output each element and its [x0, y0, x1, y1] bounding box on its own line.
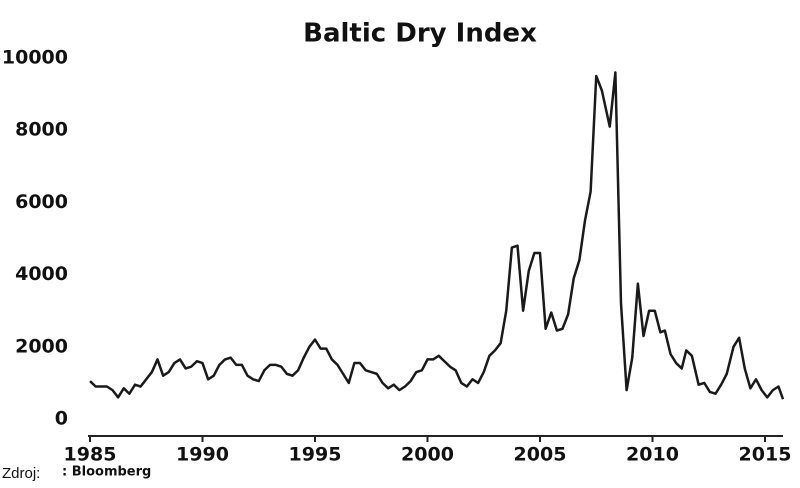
y-tick-label: 8000: [15, 119, 68, 141]
y-tick-label: 6000: [15, 191, 68, 213]
y-tick-label: 2000: [15, 335, 68, 357]
x-tick-label: 1995: [289, 444, 342, 466]
x-tick-label: 2015: [739, 444, 792, 466]
x-tick-label: 2000: [401, 444, 454, 466]
source: : Bloomberg: [62, 465, 151, 480]
x-tick-label: 2005: [514, 444, 567, 466]
chart-title: Baltic Dry Index: [303, 19, 537, 49]
y-tick-label: 10000: [2, 47, 68, 69]
source-label: Zdroj:: [2, 465, 40, 482]
x-tick-label: 1990: [176, 444, 229, 466]
x-tick-label: 2010: [626, 444, 679, 466]
data-line: [89, 71, 785, 400]
y-tick-label: 0: [55, 408, 68, 430]
x-tick-label: 1985: [64, 444, 117, 466]
y-tick-label: 4000: [15, 263, 68, 285]
